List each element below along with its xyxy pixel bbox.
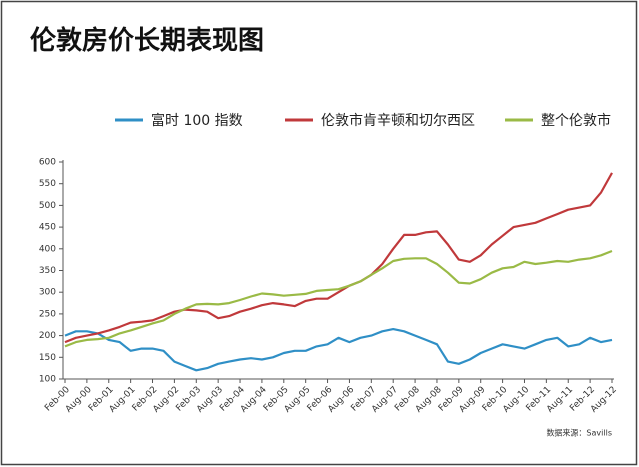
y-tick-label: 400	[39, 244, 56, 254]
series-line	[64, 172, 613, 344]
y-tick-label: 250	[39, 309, 56, 319]
legend-label: 整个伦敦市	[541, 112, 611, 129]
y-tick-label: 350	[39, 266, 56, 276]
chart-title: 伦敦房价长期表现图	[30, 25, 264, 56]
y-tick-label: 200	[39, 331, 56, 341]
y-tick-label: 600	[39, 158, 56, 168]
y-tick-label: 450	[39, 223, 56, 233]
y-tick-label: 300	[39, 288, 56, 298]
source-note: 数据来源：Savills	[546, 428, 612, 438]
y-tick-label: 550	[39, 179, 56, 189]
series-line	[64, 328, 613, 372]
legend-label: 伦敦市肯辛顿和切尔西区	[321, 112, 475, 129]
y-tick-label: 150	[39, 353, 56, 363]
series-line	[64, 249, 613, 348]
y-tick-label: 500	[39, 201, 56, 211]
legend-label: 富时 100 指数	[151, 112, 243, 129]
y-tick-label: 100	[39, 375, 56, 385]
